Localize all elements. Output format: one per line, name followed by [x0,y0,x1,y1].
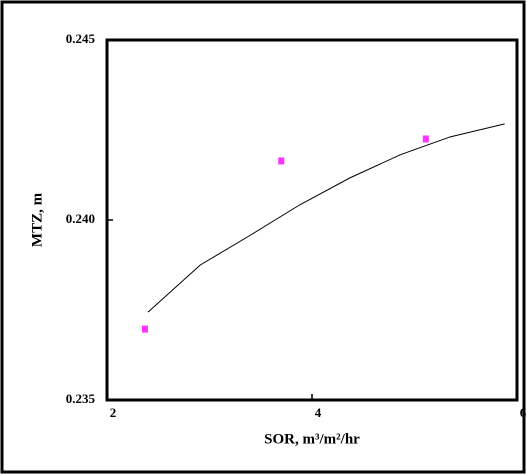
x-tick-label: 2 [110,405,117,420]
x-axis-label: SOR, m³/m²/hr [264,431,360,447]
x-tick-label: 6 [520,405,527,420]
fit-line [147,123,505,313]
y-tick-label: 0.235 [66,391,96,406]
data-point [278,157,285,165]
x-tick-label: 4 [315,405,322,420]
plot-frame [105,38,519,402]
data-point [422,135,429,143]
y-tick-label: 0.240 [66,211,95,226]
y-axis-label: MTZ, m [29,192,45,247]
y-tick-label: 0.245 [66,31,96,46]
data-point [141,325,148,333]
